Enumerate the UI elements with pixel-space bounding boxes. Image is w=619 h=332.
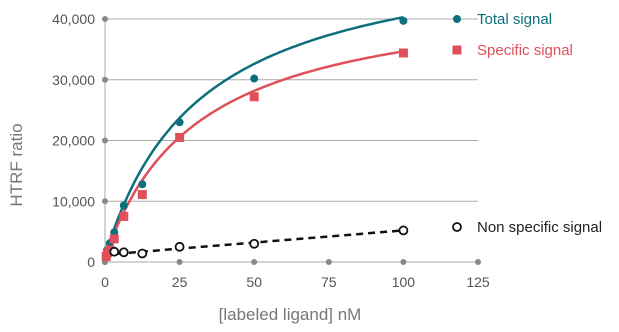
y-tick-dot (102, 76, 108, 83)
data-point (250, 74, 259, 83)
data-point (174, 241, 185, 252)
data-point (137, 248, 148, 259)
data-point (109, 246, 120, 257)
x-axis-label: [labeled ligand] nM (219, 305, 362, 324)
x-tick-label: 75 (321, 274, 337, 290)
data-point (398, 48, 408, 58)
data-point (119, 201, 128, 210)
y-tick-dot (102, 137, 108, 144)
data-point (398, 225, 409, 236)
y-tick-label: 0 (87, 254, 95, 270)
axis-ticks: 0 10,000 20,000 30,000 40,000 0 25 50 75 100 125 (52, 11, 490, 290)
x-tick-dot (176, 259, 183, 265)
data-point (109, 234, 119, 244)
data-point (119, 211, 129, 221)
x-tick-label: 125 (466, 274, 490, 290)
y-tick-label: 30,000 (52, 72, 95, 88)
fit-line-2 (103, 50, 404, 259)
data-point (249, 92, 259, 102)
data-point (110, 228, 119, 237)
legend-label: Total signal (477, 11, 552, 28)
y-tick-dot (102, 198, 108, 205)
data-point (138, 180, 147, 189)
data-point (175, 132, 185, 142)
x-tick-label: 50 (246, 274, 262, 290)
x-tick-dot (325, 259, 332, 265)
x-tick-dot (251, 259, 258, 265)
data-point (249, 238, 260, 249)
y-tick-label: 10,000 (52, 193, 95, 209)
fit-line-1 (103, 15, 404, 257)
x-tick-label: 25 (172, 274, 188, 290)
data-point (118, 247, 129, 258)
data-point (399, 16, 408, 25)
legend-marker (452, 45, 462, 55)
y-tick-dot (102, 16, 108, 22)
legend-marker (452, 222, 462, 232)
legend-label: Specific signal (477, 42, 573, 59)
x-tick-label: 100 (392, 274, 416, 290)
legend-marker (453, 15, 461, 23)
fit-curves (103, 15, 404, 259)
data-point (137, 190, 147, 200)
data-point (175, 118, 184, 127)
y-tick-label: 40,000 (52, 11, 95, 27)
y-tick-label: 20,000 (52, 133, 95, 149)
x-tick-label: 0 (101, 274, 109, 290)
x-tick-dot (475, 259, 481, 265)
legend-label: Non specific signal (477, 219, 602, 236)
legend: Total signal Specific signal Non specific … (452, 11, 602, 236)
x-tick-dot (400, 259, 407, 265)
y-axis-label: HTRF ratio (7, 123, 26, 206)
data-points (101, 16, 409, 262)
